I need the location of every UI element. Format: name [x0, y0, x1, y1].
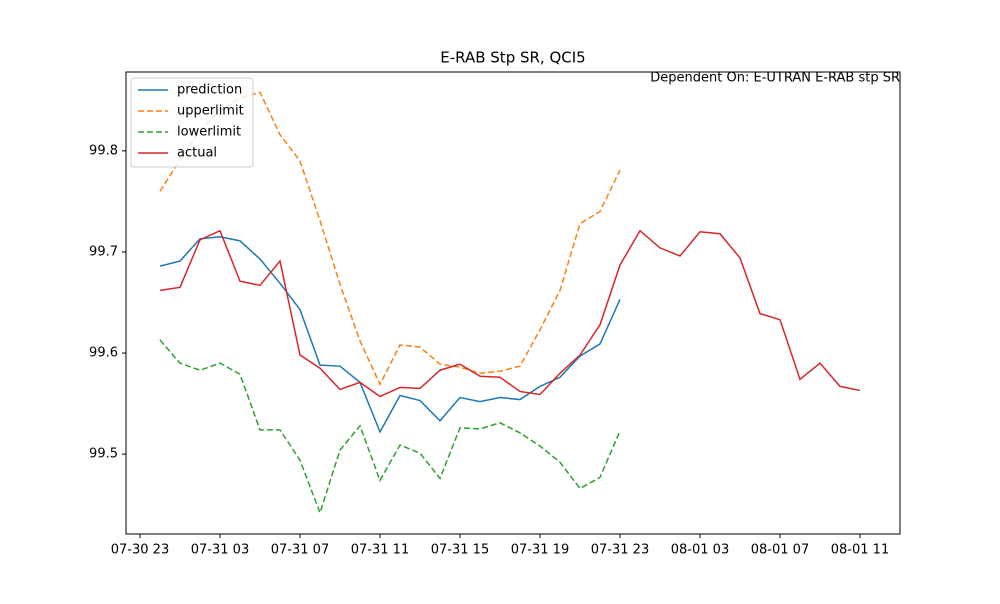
legend-box	[130, 77, 254, 168]
legend-label: lowerlimit	[177, 125, 241, 140]
series-line	[159, 229, 861, 398]
legend-label: upperlimit	[177, 104, 244, 119]
x-tick-label: 07-31 23	[591, 543, 649, 558]
legend-label: prediction	[177, 83, 242, 98]
x-tick-label: 07-31 07	[271, 543, 329, 558]
x-tick-label: 08-01 07	[751, 543, 809, 558]
x-tick-label: 08-01 03	[671, 543, 729, 558]
y-tick-label: 99.5	[89, 447, 118, 462]
series-line	[159, 236, 621, 434]
x-tick-label: 07-31 11	[351, 543, 409, 558]
x-tick-label: 08-01 11	[831, 543, 889, 558]
plot-frame	[125, 71, 901, 535]
annotation: Dependent On: E-UTRAN E-RAB stp SR	[650, 71, 900, 86]
legend-label: actual	[177, 146, 217, 161]
series-line	[159, 339, 621, 516]
x-tick-label: 07-31 19	[511, 543, 569, 558]
x-tick-label: 07-31 15	[431, 543, 489, 558]
x-tick-label: 07-30 23	[111, 543, 169, 558]
chart-title: E-RAB Stp SR, QCI5	[440, 49, 585, 67]
x-tick-label: 07-31 03	[191, 543, 249, 558]
y-tick-label: 99.8	[89, 143, 118, 158]
y-tick-label: 99.6	[89, 346, 118, 361]
legend: prediction upperlimit lowerlimit actual	[130, 77, 254, 168]
y-tick-label: 99.7	[89, 244, 118, 259]
